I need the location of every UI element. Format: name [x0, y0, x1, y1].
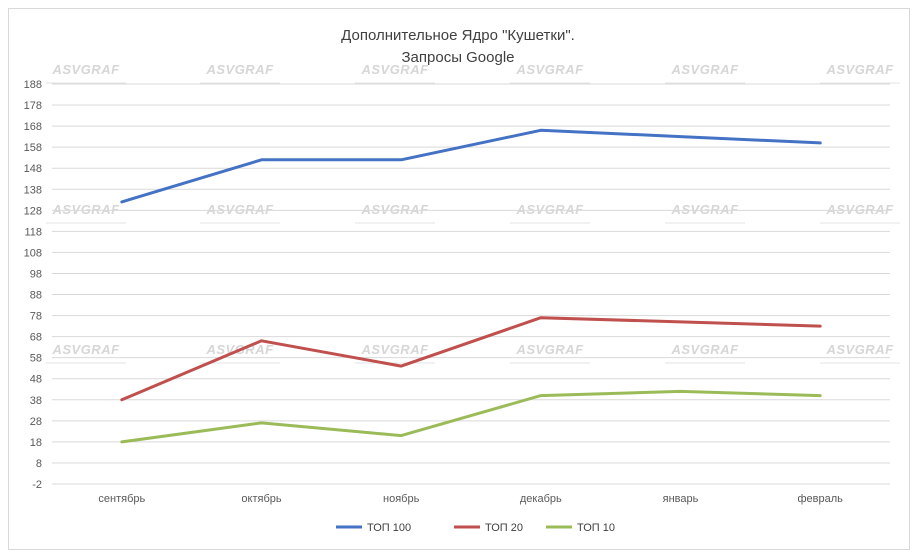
x-tick-label: сентябрь — [98, 493, 145, 505]
gridlines — [52, 83, 890, 485]
y-tick-label: 18 — [30, 437, 42, 449]
watermark-text: ASVGRAF — [360, 62, 429, 77]
y-tick-label: 8 — [36, 458, 42, 470]
watermark-layer: ASVGRAF ASVGRAF ASVGRAF ASVGRAF ASVGRAF ASVGR… — [46, 62, 900, 364]
y-axis: -2 8 18 28 38 48 58 68 78 88 98 108 118 128 138 148 158 1… — [24, 79, 42, 491]
series-line — [120, 128, 822, 204]
y-tick-label: 58 — [30, 353, 42, 365]
watermark-text: ASVGRAF — [51, 342, 120, 357]
watermark-text: ASVGRAF — [670, 202, 739, 217]
series-line — [120, 316, 822, 402]
series-layer — [120, 128, 822, 444]
watermark-text: ASVGRAF — [360, 202, 429, 217]
x-tick-label: февраль — [797, 493, 843, 505]
y-tick-label: 168 — [24, 121, 42, 133]
y-tick-label: 48 — [30, 374, 42, 386]
y-tick-label: 68 — [30, 332, 42, 344]
watermark-text: ASVGRAF — [515, 62, 584, 77]
x-tick-label: декабрь — [520, 493, 562, 505]
y-tick-label: 28 — [30, 416, 42, 428]
y-tick-label: 78 — [30, 311, 42, 323]
y-tick-label: 188 — [24, 79, 42, 91]
y-tick-label: 128 — [24, 205, 42, 217]
y-tick-label: 108 — [24, 247, 42, 259]
x-tick-label: ноябрь — [383, 493, 420, 505]
watermark-text: ASVGRAF — [670, 62, 739, 77]
watermark-text: ASVGRAF — [670, 342, 739, 357]
watermark-text: ASVGRAF — [51, 202, 120, 217]
legend-label: ТОП 100 — [367, 522, 411, 534]
x-axis: сентябрь октябрь ноябрь декабрь январь феврал… — [98, 493, 843, 505]
x-tick-label: октябрь — [241, 493, 281, 505]
watermark-text: ASVGRAF — [515, 342, 584, 357]
watermark-text: ASVGRAF — [360, 342, 429, 357]
y-tick-label: 88 — [30, 290, 42, 302]
legend-label: ТОП 20 — [485, 522, 523, 534]
y-tick-label: 38 — [30, 395, 42, 407]
y-tick-label: 158 — [24, 142, 42, 154]
y-tick-label: 148 — [24, 163, 42, 175]
watermark-text: ASVGRAF — [205, 62, 274, 77]
watermark-text: ASVGRAF — [51, 62, 120, 77]
y-tick-label: 98 — [30, 268, 42, 280]
y-tick-label: 178 — [24, 100, 42, 112]
watermark-text: ASVGRAF — [515, 202, 584, 217]
x-tick-label: январь — [663, 493, 699, 505]
chart-subtitle: Запросы Google — [401, 49, 514, 66]
watermark-text: ASVGRAF — [825, 202, 894, 217]
chart-title: Дополнительное Ядро "Кушетки". — [341, 27, 575, 44]
watermark-text: ASVGRAF — [825, 342, 894, 357]
y-tick-label: 118 — [24, 226, 42, 238]
series-line — [120, 389, 822, 444]
y-tick-label: 138 — [24, 184, 42, 196]
chart-frame — [8, 8, 910, 550]
watermark-text: ASVGRAF — [205, 202, 274, 217]
watermark-text: ASVGRAF — [825, 62, 894, 77]
legend: ТОП 100 ТОП 20 ТОП 10 — [336, 522, 615, 534]
y-tick-label: -2 — [32, 479, 42, 491]
legend-label: ТОП 10 — [577, 522, 615, 534]
